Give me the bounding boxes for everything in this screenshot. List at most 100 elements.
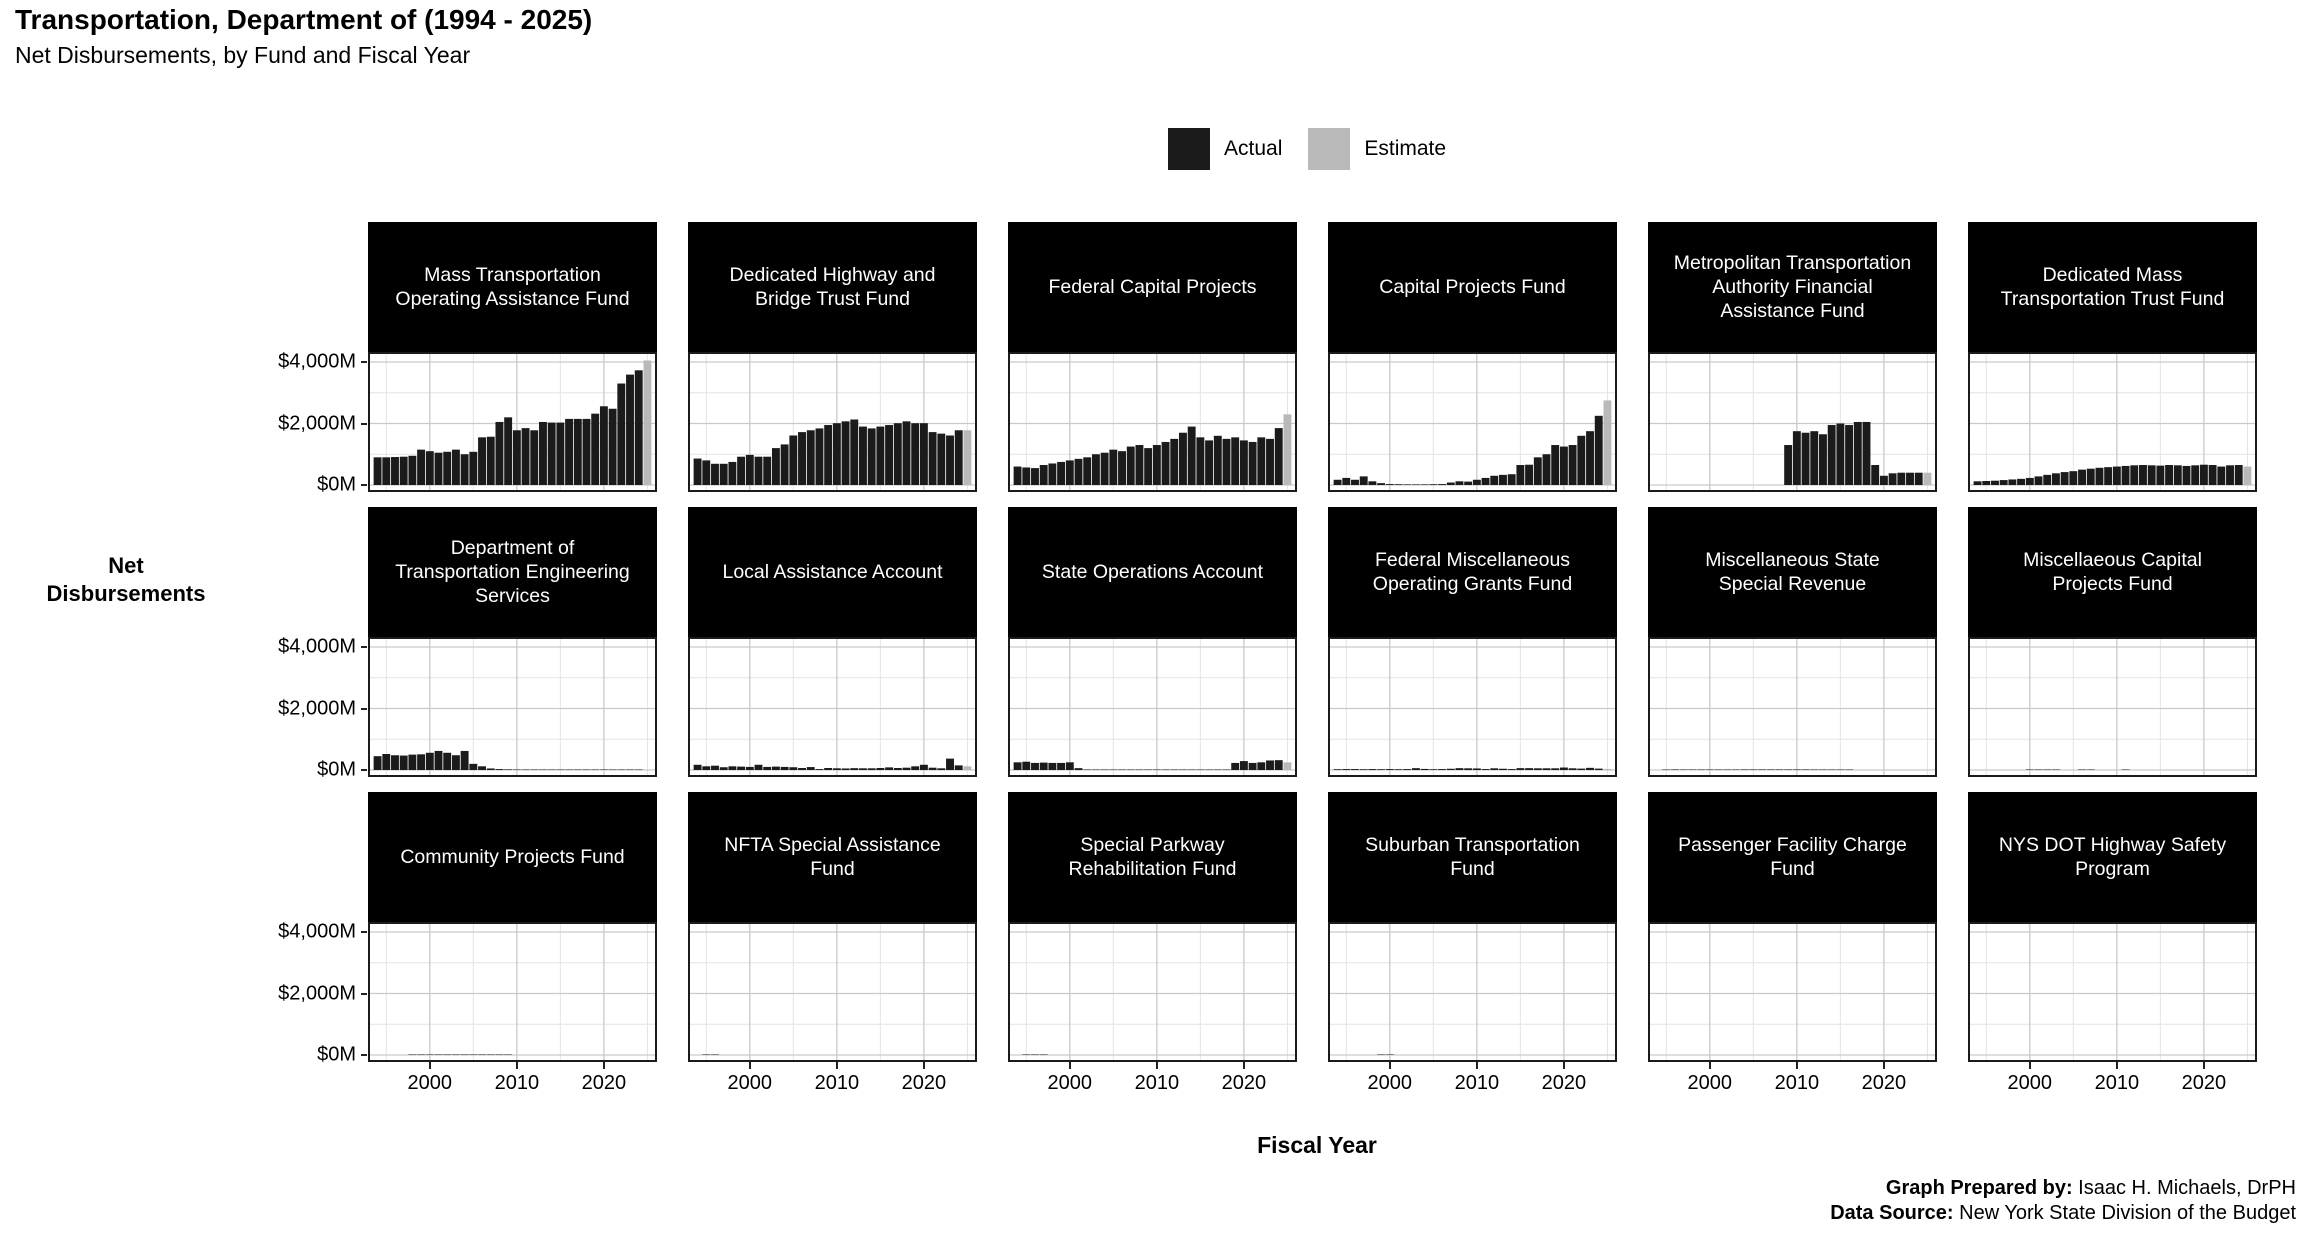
bar-actual [1377,769,1386,770]
bar-actual [1377,483,1386,485]
facet-strip-title: Community Projects Fund [400,846,625,868]
bar-actual [591,769,600,770]
bar-actual [399,755,408,770]
bar-actual [1179,769,1187,770]
bar-actual [1879,475,1888,485]
bar-actual [1594,415,1603,485]
bar-actual [1152,445,1161,485]
bar-actual [1074,768,1083,770]
bar-actual [1083,457,1092,485]
bar-actual [469,763,478,770]
bar-actual [391,457,399,485]
bar-actual [859,768,867,770]
bar-actual [2147,465,2156,485]
bar-actual [1516,465,1525,485]
bar-actual [617,769,626,770]
bar-actual [1705,769,1714,770]
facet-plot [1328,922,1617,1062]
bar-actual [1775,769,1784,770]
bar-actual [1048,762,1057,770]
facet-plot [368,352,657,492]
bar-actual [1351,769,1359,770]
bar-estimate [643,360,652,485]
bar-actual [382,457,391,485]
bar-actual [937,768,946,770]
bar-actual [693,764,702,770]
bar-actual [1586,431,1594,485]
bar-actual [1222,438,1231,485]
bar-actual [1394,769,1403,770]
bar-actual [1845,769,1854,770]
bar-actual [591,413,600,485]
y-tick-mark [361,992,367,995]
bar-actual [1897,472,1906,485]
bar-actual [1057,762,1066,770]
bar-actual [1499,768,1507,770]
bar-actual [443,752,452,770]
bar-actual [824,768,833,770]
bar-actual [745,766,754,770]
bar-actual [1982,481,1991,485]
bar-estimate [963,430,972,485]
bar-actual [1170,769,1179,770]
bar-actual [512,769,521,770]
x-tick-mark [1155,1062,1158,1069]
bar-actual [954,765,963,770]
bar-actual [728,766,737,770]
facet-strip: Capital Projects Fund [1328,222,1617,352]
legend-label-estimate: Estimate [1364,137,1447,160]
bar-actual [1714,769,1723,770]
bar-actual [1499,474,1507,485]
bar-actual [1559,767,1568,770]
bar-actual [1827,425,1836,485]
bar-actual [1368,769,1377,770]
bar-actual [1490,768,1499,770]
bar-actual [902,767,911,770]
bar-actual [1031,468,1039,485]
bar-actual [1394,484,1403,485]
bar-actual [1196,437,1205,485]
bar-actual [1766,769,1775,770]
bar-actual [1013,762,1022,770]
bar-actual [469,451,478,485]
x-tick-mark [1882,1062,1885,1069]
bar-actual [2086,769,2095,770]
bar-actual [2043,769,2052,770]
facet-strip-title: Miscellaeous Capital Projects Fund [2023,549,2202,595]
bar-actual [1205,769,1214,770]
bar-actual [1403,769,1412,770]
bar-actual [1551,445,1560,485]
bar-actual [1266,438,1274,485]
bar-actual [1679,769,1688,770]
bar-actual [1411,768,1420,770]
bar-actual [1179,432,1187,485]
bar-actual [634,370,643,485]
bar-actual [1022,1054,1031,1055]
x-tick-mark [922,1062,925,1069]
bar-actual [599,769,608,770]
facet-strip: Dedicated Mass Transportation Trust Fund [1968,222,2257,352]
x-tick-label: 2020 [1541,1072,1587,1094]
bar-actual [719,463,728,485]
y-tick-label: $4,000M [278,635,356,658]
bar-actual [1671,769,1679,770]
bar-actual [2078,769,2086,770]
bar-actual [763,766,772,770]
facet-strip-title: Dedicated Mass Transportation Trust Fund [2000,264,2225,310]
bar-actual [1464,481,1473,485]
bar-actual [2121,769,2130,770]
bar-actual [1784,769,1793,770]
bar-actual [711,463,719,485]
bar-actual [565,418,574,485]
bar-actual [469,1054,478,1055]
y-tick-mark [361,484,367,486]
bar-actual [911,766,920,770]
facet-strip: Mass Transportation Operating Assistance… [368,222,657,352]
bar-actual [911,423,920,485]
bar-actual [417,449,426,485]
bar-actual [1792,431,1801,485]
bar-actual [460,1054,469,1055]
bar-actual [1792,769,1801,770]
bar-actual [850,768,859,770]
bar-actual [2043,474,2052,485]
